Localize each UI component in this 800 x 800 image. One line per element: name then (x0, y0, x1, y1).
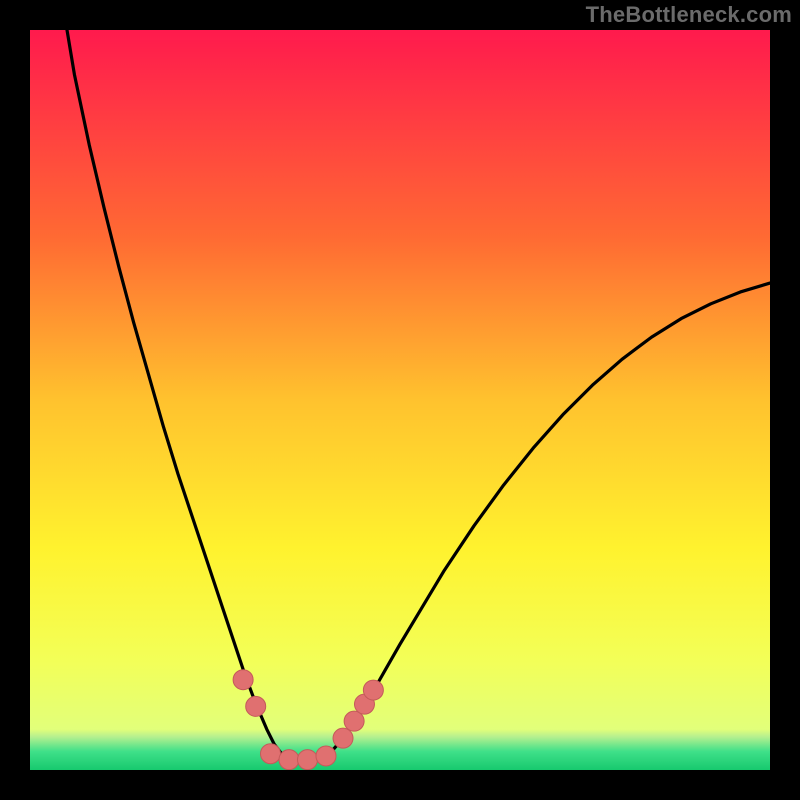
marker-dot (363, 680, 383, 700)
watermark-text: TheBottleneck.com (586, 2, 792, 28)
marker-dot (298, 750, 318, 770)
chart-frame: TheBottleneck.com (0, 0, 800, 800)
marker-dot (246, 696, 266, 716)
marker-dot (316, 746, 336, 766)
marker-dot (233, 670, 253, 690)
marker-dot (279, 750, 299, 770)
bottleneck-chart (0, 0, 800, 800)
marker-dot (344, 711, 364, 731)
marker-dot (333, 728, 353, 748)
marker-dot (261, 744, 281, 764)
gradient-background (30, 30, 770, 770)
